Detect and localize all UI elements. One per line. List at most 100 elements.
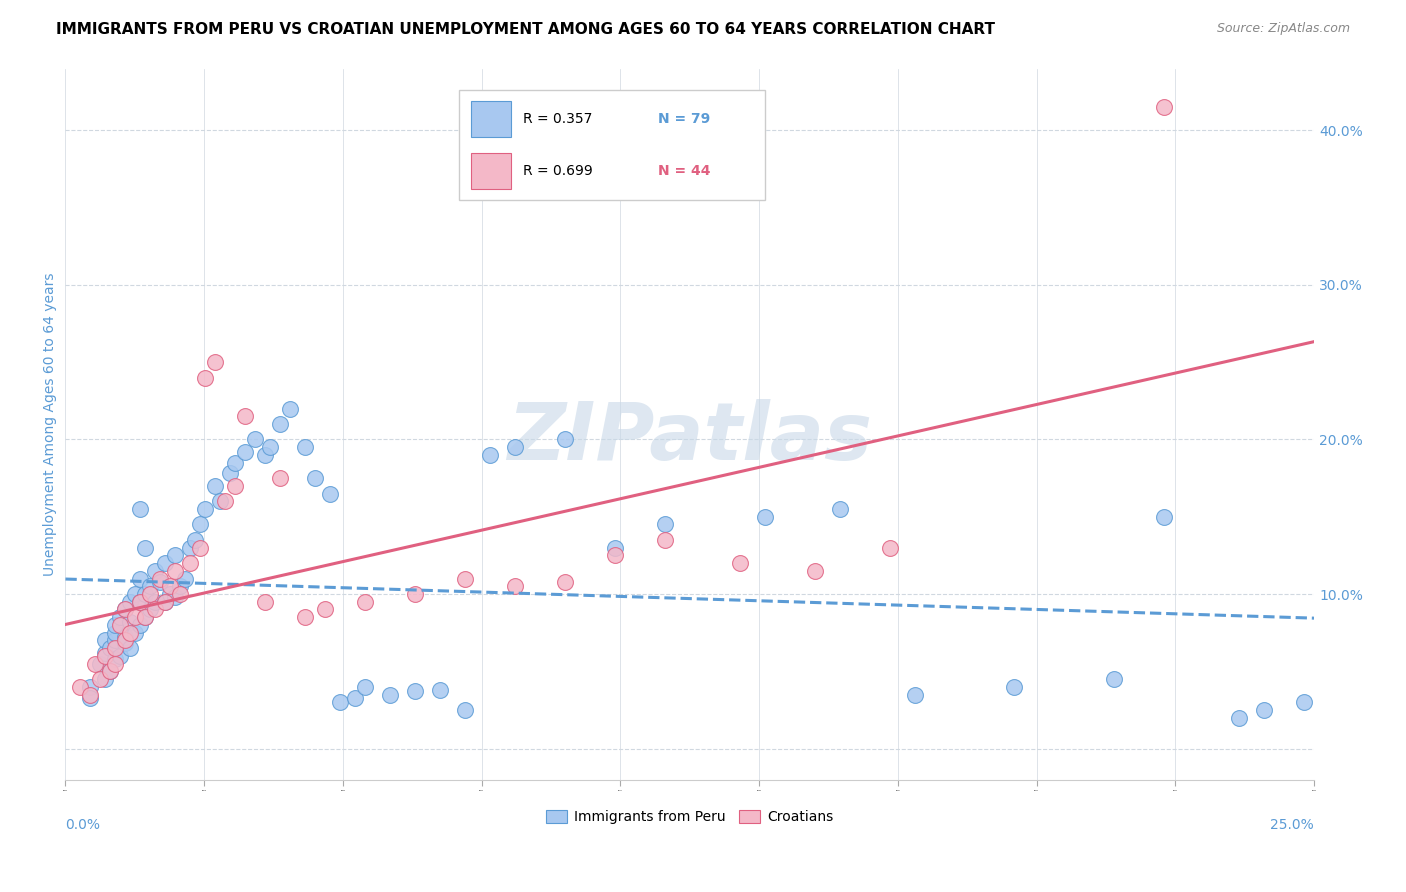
Point	[79, 680, 101, 694]
Point	[110, 648, 132, 663]
Point	[134, 610, 156, 624]
Point	[149, 572, 172, 586]
Point	[654, 517, 676, 532]
Point	[129, 572, 152, 586]
Point	[454, 572, 477, 586]
Point	[179, 541, 201, 555]
Point	[129, 618, 152, 632]
Point	[165, 549, 187, 563]
Point	[104, 618, 127, 632]
Point	[554, 433, 576, 447]
Point	[654, 533, 676, 547]
Point	[69, 680, 91, 694]
Point	[224, 479, 246, 493]
Point	[329, 695, 352, 709]
Point	[174, 572, 197, 586]
Point	[120, 615, 142, 629]
Point	[319, 486, 342, 500]
Point	[100, 641, 122, 656]
Point	[803, 564, 825, 578]
Point	[139, 587, 162, 601]
Point	[194, 502, 217, 516]
Point	[1253, 703, 1275, 717]
Text: ZIPatlas: ZIPatlas	[508, 400, 872, 477]
Point	[1004, 680, 1026, 694]
Point	[120, 595, 142, 609]
Point	[124, 587, 146, 601]
Point	[1227, 711, 1250, 725]
Point	[479, 448, 502, 462]
Point	[378, 688, 401, 702]
Legend: Immigrants from Peru, Croatians: Immigrants from Peru, Croatians	[540, 804, 839, 830]
Point	[114, 636, 136, 650]
Text: 25.0%: 25.0%	[1271, 818, 1315, 832]
Point	[120, 625, 142, 640]
Point	[554, 574, 576, 589]
Point	[404, 684, 426, 698]
Point	[314, 602, 336, 616]
Point	[188, 541, 211, 555]
Point	[84, 657, 107, 671]
Point	[134, 587, 156, 601]
Point	[903, 688, 925, 702]
Point	[269, 471, 291, 485]
Point	[219, 467, 242, 481]
Point	[603, 541, 626, 555]
Point	[179, 556, 201, 570]
Point	[1294, 695, 1316, 709]
Point	[828, 502, 851, 516]
Point	[254, 448, 277, 462]
Point	[304, 471, 326, 485]
Point	[294, 440, 316, 454]
Point	[1104, 672, 1126, 686]
Point	[879, 541, 901, 555]
Point	[354, 595, 377, 609]
Point	[120, 641, 142, 656]
Point	[155, 595, 177, 609]
Point	[159, 587, 181, 601]
Point	[269, 417, 291, 431]
Point	[124, 625, 146, 640]
Point	[104, 625, 127, 640]
Point	[149, 574, 172, 589]
Point	[165, 590, 187, 604]
Point	[503, 579, 526, 593]
Point	[134, 610, 156, 624]
Text: Source: ZipAtlas.com: Source: ZipAtlas.com	[1216, 22, 1350, 36]
Point	[194, 370, 217, 384]
Point	[344, 690, 367, 705]
Point	[204, 479, 226, 493]
Point	[603, 549, 626, 563]
Point	[454, 703, 477, 717]
Y-axis label: Unemployment Among Ages 60 to 64 years: Unemployment Among Ages 60 to 64 years	[44, 272, 58, 575]
Text: 0.0%: 0.0%	[66, 818, 100, 832]
Point	[114, 602, 136, 616]
Point	[94, 672, 117, 686]
Point	[94, 648, 117, 663]
Point	[104, 657, 127, 671]
Point	[129, 502, 152, 516]
Point	[94, 633, 117, 648]
Point	[254, 595, 277, 609]
Point	[259, 440, 281, 454]
Point	[94, 646, 117, 660]
Point	[169, 587, 191, 601]
Point	[104, 652, 127, 666]
Point	[100, 665, 122, 679]
Point	[139, 579, 162, 593]
Point	[503, 440, 526, 454]
Point	[139, 602, 162, 616]
Point	[354, 680, 377, 694]
Point	[100, 665, 122, 679]
Point	[129, 595, 152, 609]
Point	[224, 456, 246, 470]
Point	[233, 445, 256, 459]
Point	[429, 682, 451, 697]
Point	[155, 556, 177, 570]
Point	[129, 595, 152, 609]
Point	[204, 355, 226, 369]
Point	[169, 579, 191, 593]
Point	[278, 401, 301, 416]
Point	[233, 409, 256, 424]
Point	[728, 556, 751, 570]
